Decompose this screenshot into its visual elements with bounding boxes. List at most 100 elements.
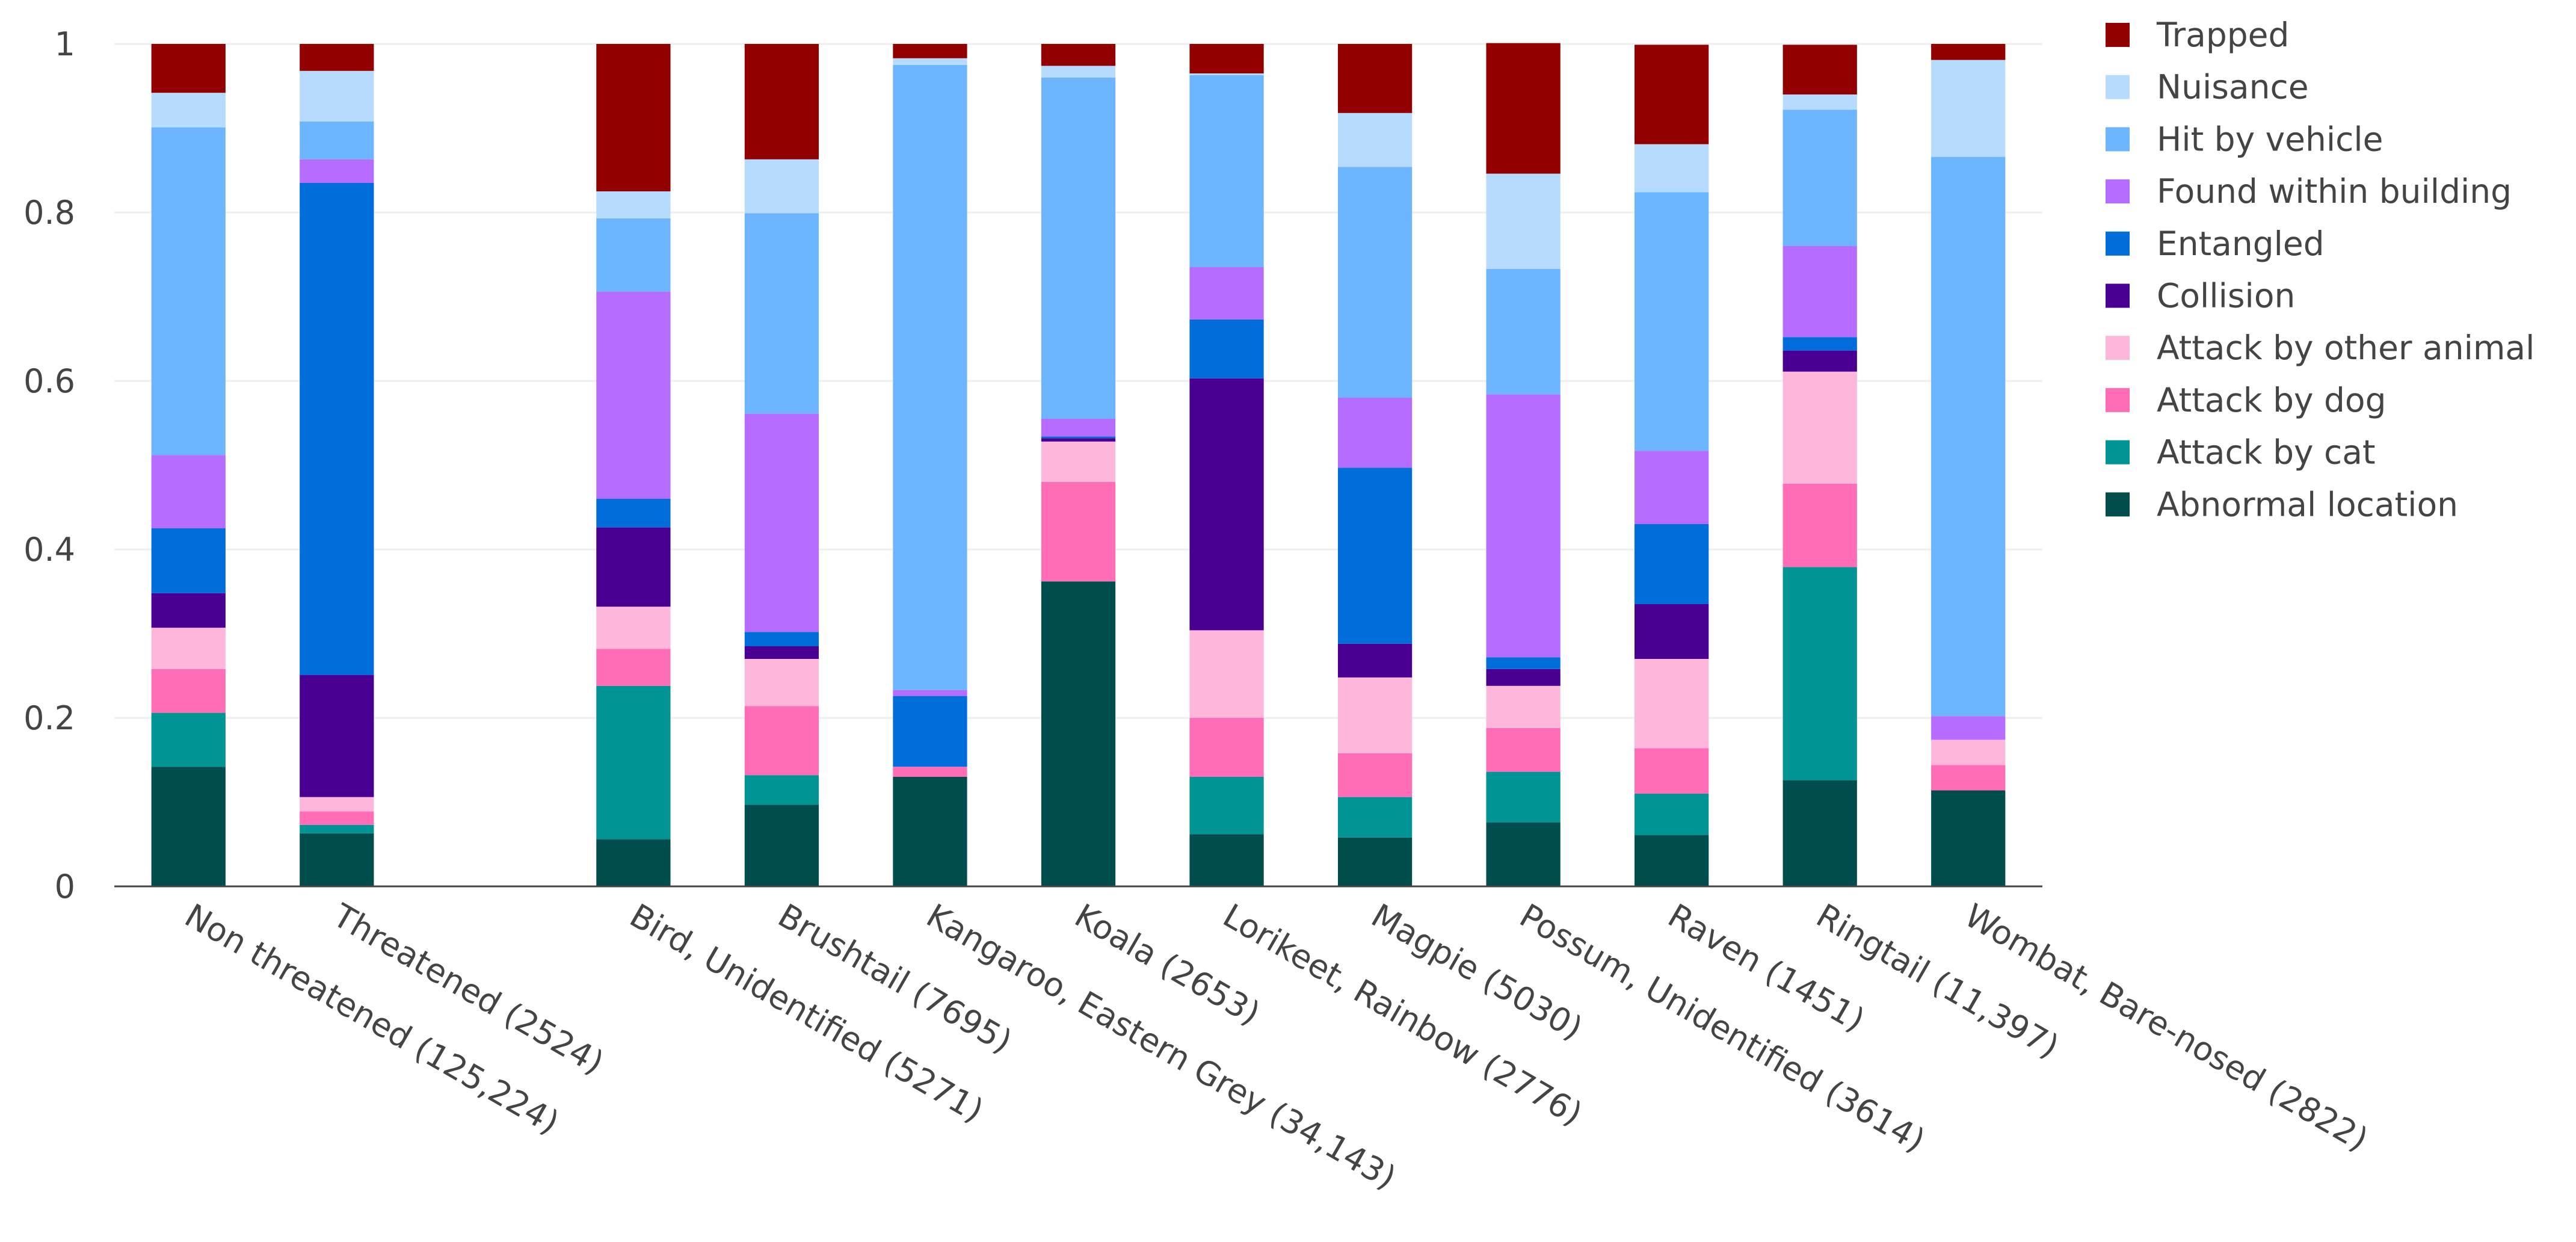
bar-segment[interactable]: Found within building: 0.083 xyxy=(1337,398,1413,468)
bar-segment[interactable]: Nuisance: 0.115 xyxy=(1931,60,2006,157)
bar-segment[interactable]: Attack by dog: 0.012 xyxy=(893,767,967,777)
legend-item[interactable]: Found within building xyxy=(2106,172,2512,211)
bar-segment[interactable]: Trapped: 0.082 xyxy=(1337,44,1413,113)
bar-segment[interactable]: Hit by vehicle: 0.389 xyxy=(151,127,226,456)
bar-segment[interactable]: Hit by vehicle: 0.228 xyxy=(1189,75,1264,268)
bar-segment[interactable]: Trapped: 0.032 xyxy=(300,44,374,71)
bar-segment[interactable]: Collision: 0.299 xyxy=(1189,378,1264,631)
bar-segment[interactable]: Trapped: 0.155 xyxy=(1486,43,1561,174)
bar-segment[interactable]: Attack by dog: 0.118 xyxy=(1041,482,1116,582)
bar-segment[interactable]: Trapped: 0.118 xyxy=(1635,45,1709,144)
bar-segment[interactable]: Trapped: 0.035 xyxy=(1189,44,1264,73)
bar-segment[interactable]: Entangled: 0.077 xyxy=(151,528,226,593)
bar-segment[interactable]: Abnormal location: 0.097 xyxy=(744,805,819,886)
bar-segment[interactable]: Hit by vehicle: 0.742 xyxy=(893,65,967,690)
bar-segment[interactable]: Hit by vehicle: 0.238 xyxy=(744,213,819,414)
bar-segment[interactable]: Abnormal location: 0.076 xyxy=(1486,822,1561,886)
legend-item[interactable]: Entangled xyxy=(2106,224,2325,263)
bar-segment[interactable]: Nuisance: 0.057 xyxy=(1635,144,1709,193)
bar-segment[interactable]: Entangled: 0.209 xyxy=(1337,468,1413,644)
bar-segment[interactable]: Attack by other animal: 0.09 xyxy=(1337,677,1413,753)
bar-segment[interactable]: Nuisance: 0.002 xyxy=(1189,73,1264,75)
legend-item[interactable]: Attack by cat xyxy=(2106,433,2376,472)
bar-segment[interactable]: Attack by cat: 0.048 xyxy=(1337,797,1413,838)
bar-segment[interactable]: Attack by cat: 0.253 xyxy=(1783,567,1857,780)
bar-segment[interactable]: Entangled: 0.084 xyxy=(893,696,967,767)
bar-segment[interactable]: Entangled: 0.034 xyxy=(596,499,671,528)
bar-segment[interactable]: Collision: 0.065 xyxy=(1635,604,1709,659)
bar-segment[interactable]: Hit by vehicle: 0.307 xyxy=(1635,192,1709,451)
bar-segment[interactable]: Found within building: 0.028 xyxy=(300,159,374,183)
bar-segment[interactable]: Entangled: 0.017 xyxy=(744,632,819,646)
bar-segment[interactable]: Nuisance: 0.064 xyxy=(744,159,819,214)
legend-item[interactable]: Abnormal location xyxy=(2106,485,2458,524)
bar-segment[interactable]: Entangled: 0.016 xyxy=(1783,337,1857,351)
bar-segment[interactable]: Abnormal location: 0.126 xyxy=(1783,780,1857,886)
bar-segment[interactable]: Trapped: 0.058 xyxy=(151,44,226,93)
legend-item[interactable]: Attack by other animal xyxy=(2106,329,2534,367)
bar-segment[interactable]: Attack by dog: 0.03 xyxy=(1931,765,2006,791)
bar-segment[interactable]: Attack by other animal: 0.056 xyxy=(744,659,819,706)
bar-segment[interactable]: Found within building: 0.108 xyxy=(1783,246,1857,338)
bar-segment[interactable]: Abnormal location: 0.062 xyxy=(1189,834,1264,886)
bar-segment[interactable]: Hit by vehicle: 0.405 xyxy=(1041,78,1116,419)
bar-segment[interactable]: Hit by vehicle: 0.162 xyxy=(1783,110,1857,246)
legend-item[interactable]: Collision xyxy=(2106,277,2295,315)
bar-segment[interactable]: Collision: 0.004 xyxy=(1041,438,1116,442)
bar-segment[interactable]: Attack by other animal: 0.104 xyxy=(1189,630,1264,718)
bar-segment[interactable]: Hit by vehicle: 0.045 xyxy=(300,121,374,159)
bar-segment[interactable]: Attack by dog: 0.082 xyxy=(744,706,819,776)
bar-segment[interactable]: Attack by other animal: 0.048 xyxy=(1041,441,1116,482)
bar-segment[interactable]: Collision: 0.04 xyxy=(1337,643,1413,678)
bar-segment[interactable]: Attack by other animal: 0.049 xyxy=(151,628,226,669)
bar-segment[interactable]: Attack by dog: 0.052 xyxy=(1337,753,1413,797)
bar-segment[interactable]: Entangled: 0.584 xyxy=(300,183,374,675)
bar-segment[interactable]: Trapped: 0.026 xyxy=(1041,44,1116,66)
bar-segment[interactable]: Hit by vehicle: 0.664 xyxy=(1931,156,2006,717)
bar-segment[interactable]: Found within building: 0.028 xyxy=(1931,716,2006,740)
bar-segment[interactable]: Attack by cat: 0.182 xyxy=(596,685,671,839)
legend-item[interactable]: Hit by vehicle xyxy=(2106,120,2383,158)
bar-segment[interactable]: Attack by cat: 0.01 xyxy=(300,824,374,833)
bar-segment[interactable]: Nuisance: 0.064 xyxy=(1337,113,1413,167)
bar-segment[interactable]: Trapped: 0.137 xyxy=(744,44,819,159)
bar-segment[interactable]: Entangled: 0.07 xyxy=(1189,319,1264,378)
bar-segment[interactable]: Collision: 0.015 xyxy=(744,646,819,659)
bar-segment[interactable]: Nuisance: 0.113 xyxy=(1486,173,1561,269)
bar-segment[interactable]: Abnormal location: 0.056 xyxy=(596,839,671,886)
bar-segment[interactable]: Attack by other animal: 0.017 xyxy=(300,797,374,812)
bar-segment[interactable]: Found within building: 0.087 xyxy=(1635,451,1709,524)
bar-segment[interactable]: Attack by dog: 0.054 xyxy=(1635,748,1709,794)
legend-item[interactable]: Nuisance xyxy=(2106,68,2309,107)
bar-segment[interactable]: Attack by dog: 0.044 xyxy=(596,649,671,686)
bar-segment[interactable]: Abnormal location: 0.13 xyxy=(893,777,967,886)
bar-segment[interactable]: Abnormal location: 0.362 xyxy=(1041,581,1116,886)
bar-segment[interactable]: Abnormal location: 0.061 xyxy=(1635,835,1709,886)
bar-segment[interactable]: Entangled: 0.095 xyxy=(1635,524,1709,604)
bar-segment[interactable]: Hit by vehicle: 0.149 xyxy=(1486,268,1561,395)
bar-segment[interactable]: Found within building: 0.007 xyxy=(893,690,967,696)
bar-segment[interactable]: Found within building: 0.312 xyxy=(1486,394,1561,658)
bar-segment[interactable]: Trapped: 0.059 xyxy=(1783,45,1857,94)
bar-segment[interactable]: Attack by cat: 0.068 xyxy=(1189,777,1264,835)
bar-segment[interactable]: Trapped: 0.019 xyxy=(1931,44,2006,60)
bar-segment[interactable]: Attack by other animal: 0.106 xyxy=(1635,659,1709,749)
bar-segment[interactable]: Found within building: 0.087 xyxy=(151,455,226,528)
bar-segment[interactable]: Abnormal location: 0.063 xyxy=(300,833,374,886)
bar-segment[interactable]: Attack by dog: 0.099 xyxy=(1783,483,1857,567)
bar-segment[interactable]: Found within building: 0.021 xyxy=(1041,419,1116,437)
legend-item[interactable]: Trapped xyxy=(2106,16,2289,54)
bar-segment[interactable]: Attack by dog: 0.052 xyxy=(1486,728,1561,772)
bar-segment[interactable]: Trapped: 0.175 xyxy=(596,44,671,191)
bar-segment[interactable]: Attack by dog: 0.07 xyxy=(1189,718,1264,777)
legend[interactable]: Trapped Nuisance Hit by vehicle Found withi… xyxy=(2106,16,2534,524)
bar-segment[interactable]: Attack by other animal: 0.05 xyxy=(1486,685,1561,728)
bar-segment[interactable]: Abnormal location: 0.114 xyxy=(1931,790,2006,886)
bar-segment[interactable]: Attack by dog: 0.052 xyxy=(151,669,226,713)
bar-segment[interactable]: Found within building: 0.259 xyxy=(744,413,819,632)
bar-segment[interactable]: Found within building: 0.246 xyxy=(596,291,671,499)
bar-segment[interactable]: Trapped: 0.017 xyxy=(893,44,967,58)
bar-segment[interactable]: Nuisance: 0.06 xyxy=(300,70,374,122)
bar-segment[interactable]: Attack by other animal: 0.03 xyxy=(1931,740,2006,765)
bar-segment[interactable]: Attack by cat: 0.06 xyxy=(1486,771,1561,823)
